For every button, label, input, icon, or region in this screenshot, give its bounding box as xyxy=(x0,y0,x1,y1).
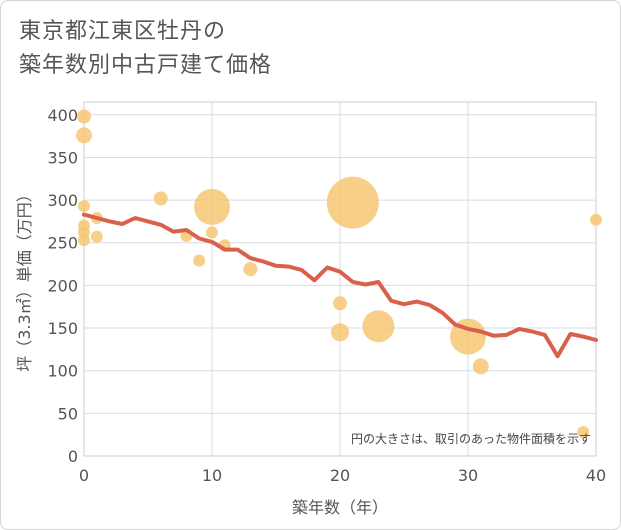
bubble-point xyxy=(77,109,91,124)
y-tick-label: 300 xyxy=(47,191,78,210)
bubble-point xyxy=(206,226,218,239)
size-annotation: 円の大きさは、取引のあった物件面積を示す xyxy=(351,431,591,446)
x-axis-ticks: 0 10 20 30 40 xyxy=(79,466,606,485)
y-tick-label: 50 xyxy=(58,404,78,423)
chart-title-line2: 築年数別中古戸建て価格 xyxy=(19,53,273,78)
y-tick-label: 400 xyxy=(47,106,78,125)
bubble-point xyxy=(90,230,103,243)
x-tick-label: 40 xyxy=(586,466,606,485)
bubble-point xyxy=(193,254,206,267)
bubble-point xyxy=(194,188,230,225)
bubble-point xyxy=(153,191,168,206)
chart-title-line1: 東京都江東区牡丹の xyxy=(19,19,227,44)
bubble-point xyxy=(78,234,90,247)
y-axis-ticks: 0 50 100 150 200 250 300 350 400 xyxy=(47,106,78,466)
bubble-series xyxy=(76,109,602,439)
y-tick-label: 100 xyxy=(47,362,78,381)
x-axis-label: 築年数（年） xyxy=(292,498,388,517)
x-tick-label: 10 xyxy=(202,466,222,485)
y-tick-label: 0 xyxy=(68,447,78,466)
bubble-point xyxy=(326,176,379,229)
x-tick-label: 20 xyxy=(330,466,350,485)
bubble-point xyxy=(333,296,347,311)
y-tick-label: 150 xyxy=(47,319,78,338)
y-tick-label: 200 xyxy=(47,276,78,295)
bubble-point xyxy=(362,310,395,343)
bubble-point xyxy=(472,358,489,375)
y-axis-label: 坪（3.3㎡）単価（万円） xyxy=(15,186,34,371)
x-tick-label: 0 xyxy=(79,466,89,485)
chart-title: 東京都江東区牡丹の 築年数別中古戸建て価格 xyxy=(19,15,272,83)
y-tick-label: 250 xyxy=(47,234,78,253)
x-tick-label: 30 xyxy=(458,466,478,485)
bubble-point xyxy=(331,323,349,342)
bubble-point xyxy=(590,213,602,226)
bubble-point xyxy=(577,426,590,439)
y-tick-label: 350 xyxy=(47,148,78,167)
bubble-point xyxy=(243,262,258,277)
bubble-point xyxy=(78,200,90,213)
bubble-point xyxy=(76,127,92,144)
trend-line xyxy=(82,212,598,359)
trend-series xyxy=(82,212,598,359)
